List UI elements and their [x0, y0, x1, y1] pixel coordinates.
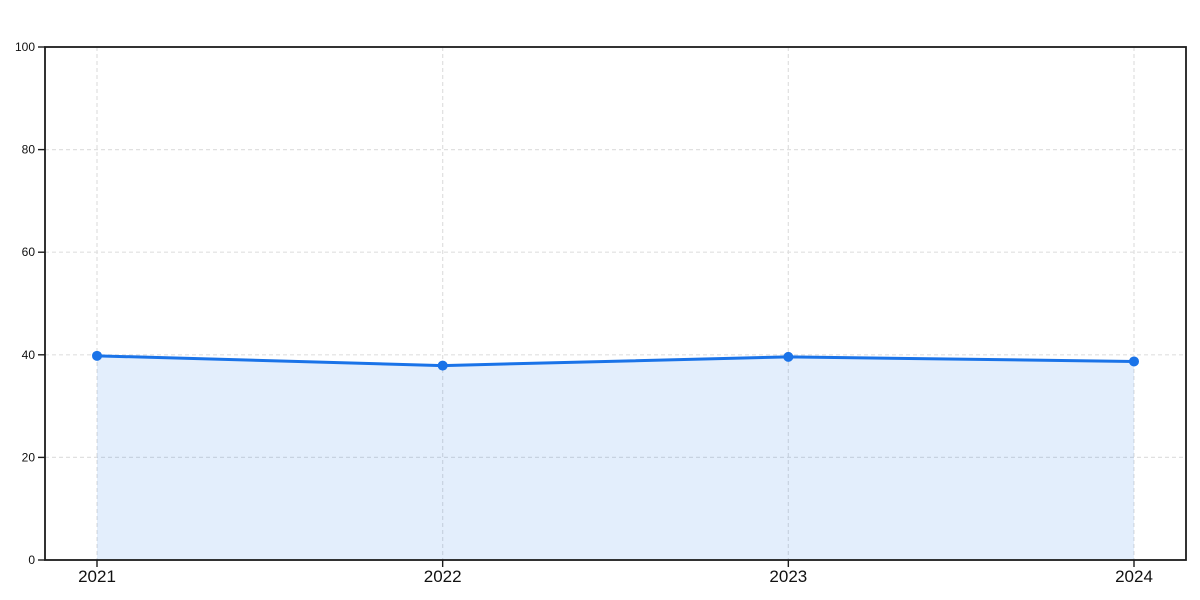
data-point-2022: [437, 360, 448, 371]
data-point-2023: [783, 351, 794, 362]
x-tick-label-2022: 2022: [424, 567, 462, 586]
area-fill: [97, 355, 1134, 560]
y-tick-label-20: 20: [22, 450, 36, 464]
trend-line: [95, 354, 1136, 368]
data-point-2021: [92, 350, 102, 361]
y-tick-label-0: 0: [28, 553, 35, 567]
data-point-2024: [1129, 356, 1139, 367]
y-tick-label-40: 40: [22, 348, 36, 362]
plot-border: [44, 46, 1187, 561]
x-tick-label-2023: 2023: [769, 567, 807, 586]
x-tick-label-2021: 2021: [78, 567, 116, 586]
y-tick-label-80: 80: [22, 143, 36, 157]
y-tick-label-100: 100: [15, 40, 35, 54]
y-tick-label-60: 60: [22, 245, 36, 259]
x-tick-label-2024: 2024: [1115, 567, 1153, 586]
